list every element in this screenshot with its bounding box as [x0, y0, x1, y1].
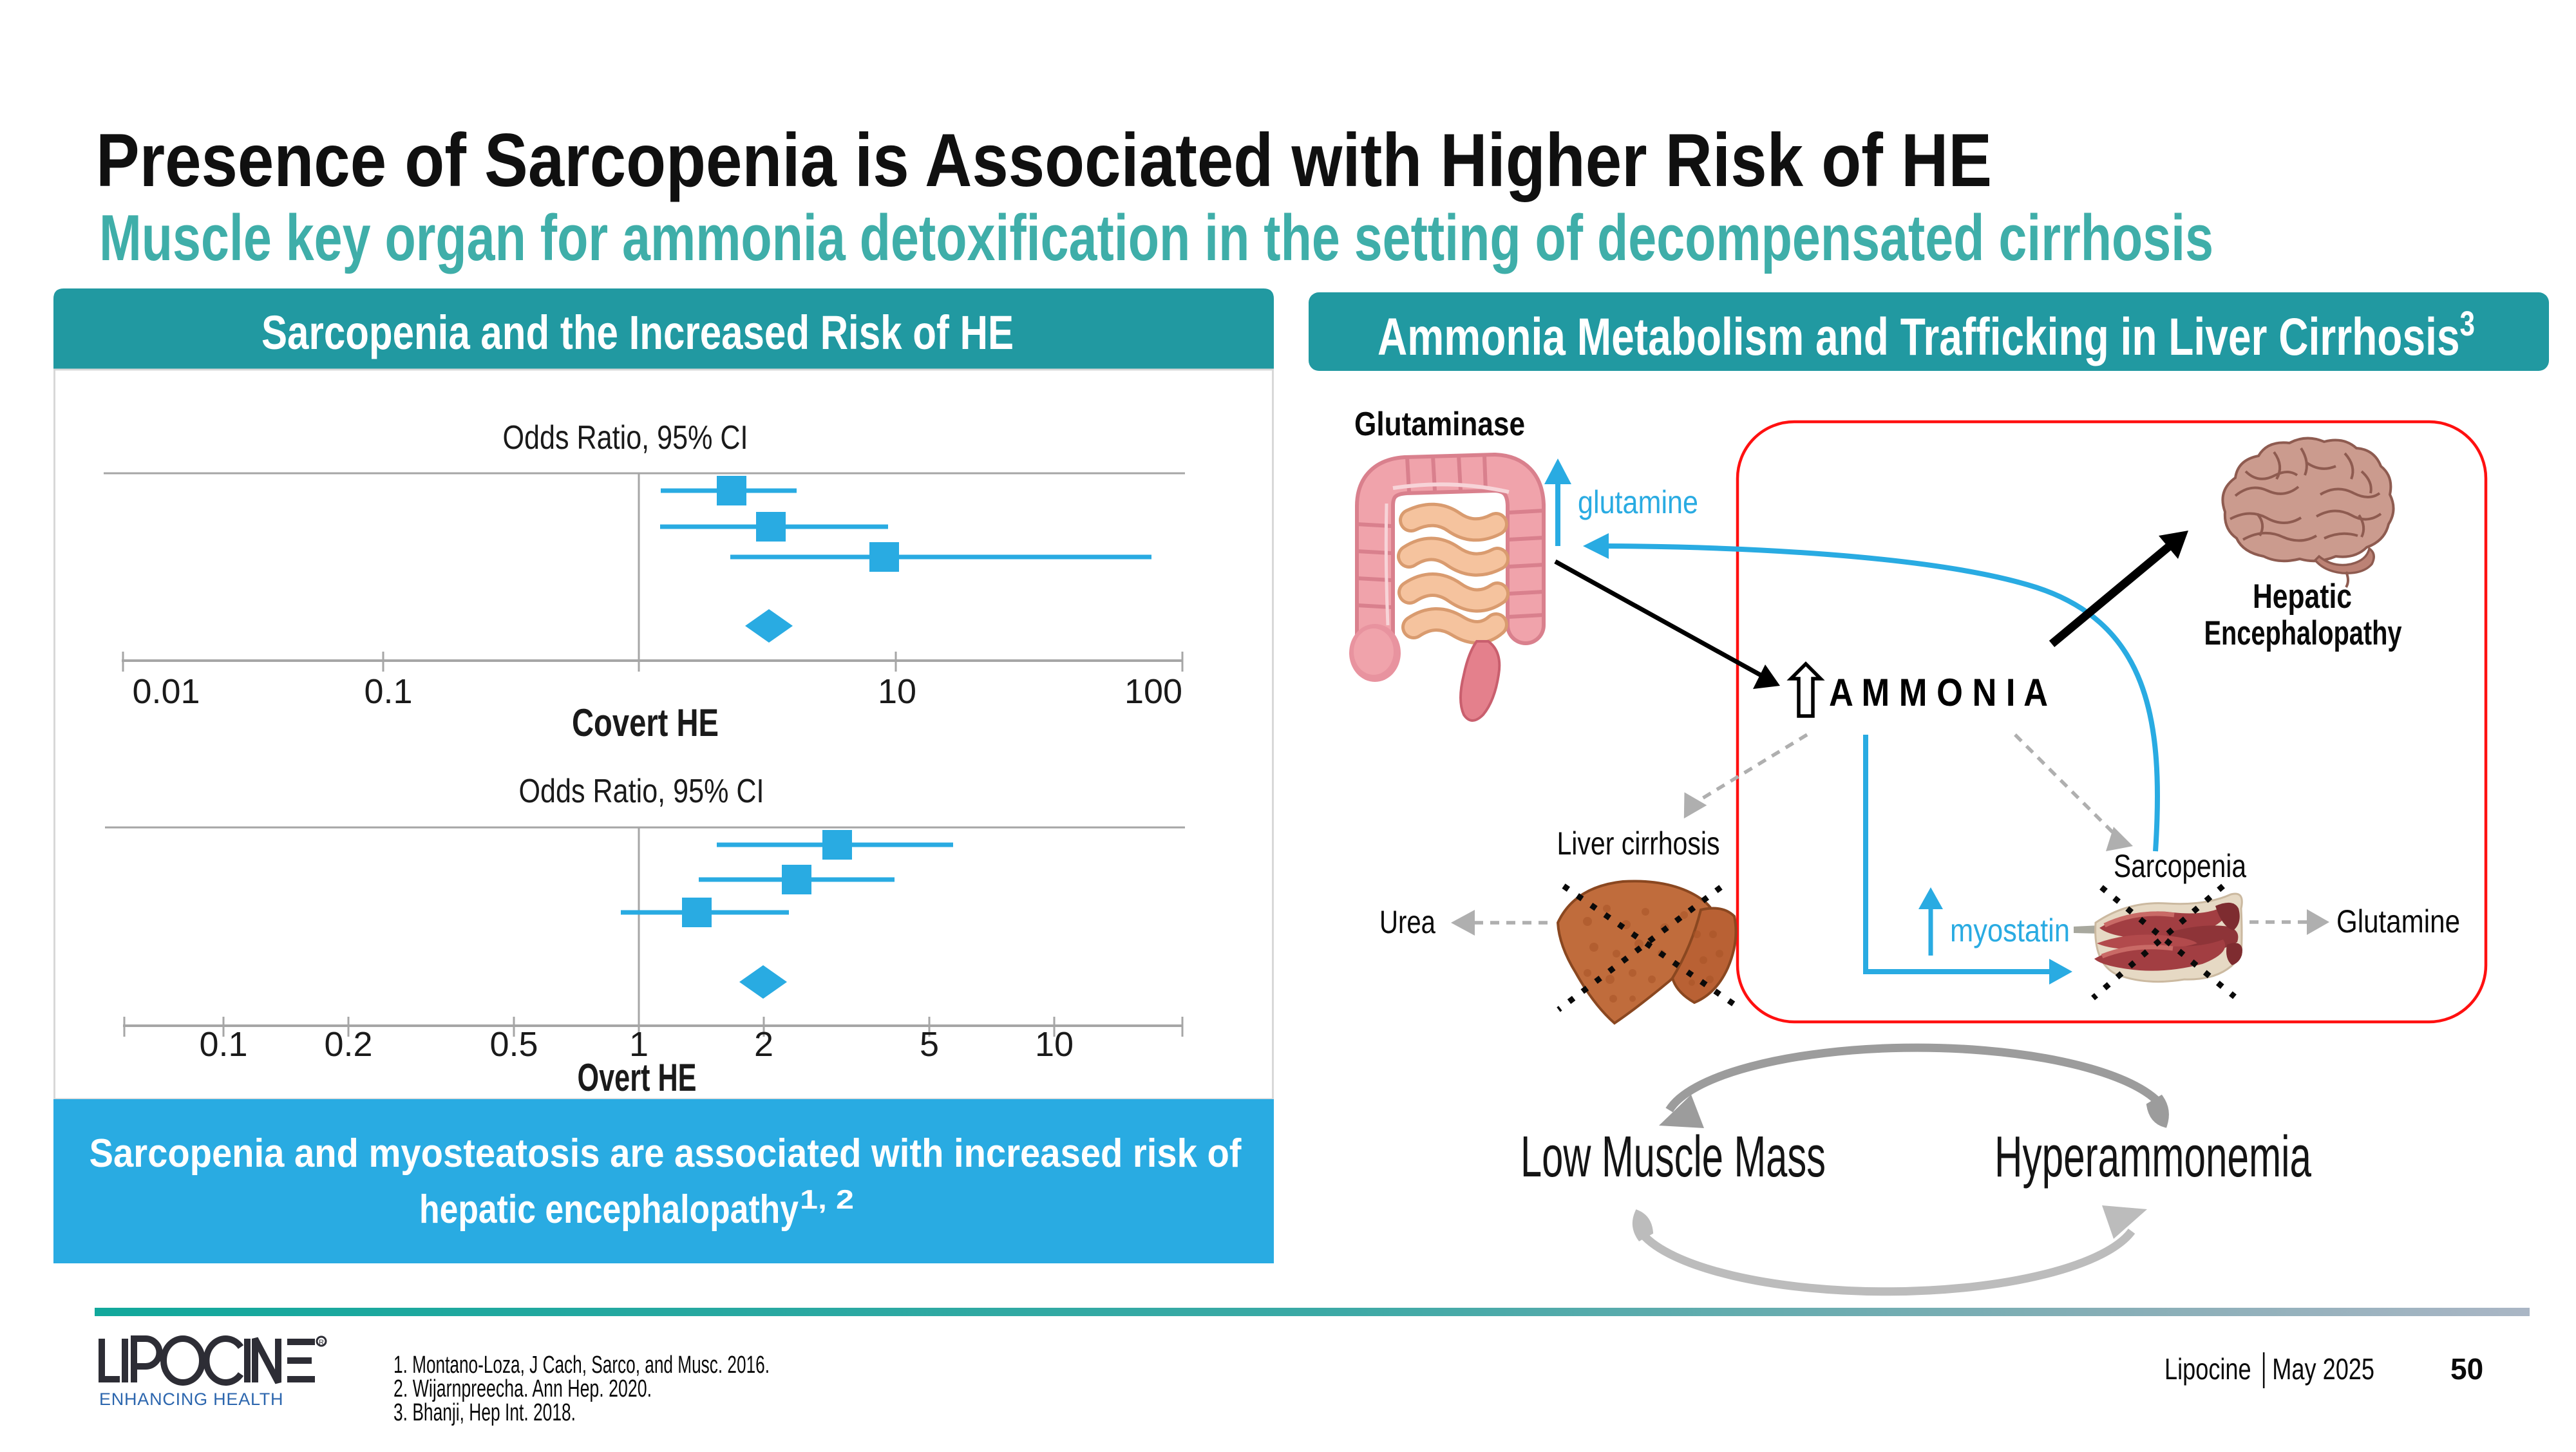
svg-text:Ammonia Metabolism and Traffic: Ammonia Metabolism and Trafficking in Li… — [1378, 305, 2475, 366]
svg-text:Overt HE: Overt HE — [578, 1056, 697, 1099]
svg-text:ENHANCING HEALTH: ENHANCING HEALTH — [99, 1390, 288, 1409]
svg-text:Sarcopenia and the Increased R: Sarcopenia and the Increased Risk of HE — [261, 306, 1014, 359]
svg-text:Glutamine: Glutamine — [2336, 903, 2460, 939]
svg-text:50: 50 — [2450, 1352, 2483, 1386]
svg-text:1, 2: 1, 2 — [800, 1184, 854, 1214]
svg-text:1. Montano-Loza, J Cach, Sarco: 1. Montano-Loza, J Cach, Sarco, and Musc… — [393, 1352, 770, 1379]
svg-text:Presence of Sarcopenia is Asso: Presence of Sarcopenia is Associated wit… — [96, 118, 1992, 202]
svg-text:2. Wijarnpreecha. Ann Hep. 202: 2. Wijarnpreecha. Ann Hep. 2020. — [393, 1375, 652, 1402]
svg-text:10: 10 — [878, 672, 916, 711]
svg-text:Lipocine │May 2025: Lipocine │May 2025 — [2164, 1352, 2374, 1388]
svg-text:glutamine: glutamine — [1578, 484, 1698, 520]
svg-text:2: 2 — [754, 1025, 773, 1064]
svg-text:Liver cirrhosis: Liver cirrhosis — [1557, 825, 1720, 862]
svg-text:Odds Ratio, 95% CI: Odds Ratio, 95% CI — [503, 419, 748, 457]
svg-text:0.1: 0.1 — [199, 1025, 247, 1064]
svg-text:A M M O N I A: A M M O N I A — [1829, 671, 2048, 714]
svg-text:Muscle key organ for ammonia d: Muscle key organ for ammonia detoxificat… — [99, 202, 2213, 274]
svg-text:Urea: Urea — [1379, 904, 1435, 940]
svg-text:0.01: 0.01 — [132, 672, 200, 711]
svg-text:3. Bhanji, Hep Int. 2018.: 3. Bhanji, Hep Int. 2018. — [393, 1399, 576, 1426]
svg-text:Sarcopenia: Sarcopenia — [2114, 848, 2246, 884]
svg-text:hepatic encephalopathy: hepatic encephalopathy — [419, 1187, 799, 1232]
svg-text:0.2: 0.2 — [324, 1025, 372, 1064]
svg-text:Glutaminase: Glutaminase — [1354, 406, 1525, 443]
svg-text:Hepatic: Hepatic — [2253, 578, 2352, 616]
svg-text:Hyperammonemia: Hyperammonemia — [1994, 1125, 2312, 1189]
svg-text:10: 10 — [1035, 1025, 1074, 1064]
svg-text:100: 100 — [1124, 672, 1182, 711]
svg-text:Encephalopathy: Encephalopathy — [2204, 614, 2402, 652]
svg-text:5: 5 — [920, 1025, 939, 1064]
svg-text:Sarcopenia and myosteatosis ar: Sarcopenia and myosteatosis are associat… — [90, 1131, 1242, 1176]
svg-text:0.1: 0.1 — [364, 672, 412, 711]
svg-text:0.5: 0.5 — [489, 1025, 538, 1064]
svg-text:1: 1 — [629, 1025, 649, 1064]
svg-text:Low Muscle Mass: Low Muscle Mass — [1520, 1125, 1826, 1189]
svg-text:Odds Ratio, 95% CI: Odds Ratio, 95% CI — [519, 773, 764, 810]
svg-text:Covert HE: Covert HE — [572, 701, 719, 744]
svg-text:R: R — [319, 1339, 324, 1346]
svg-text:myostatin: myostatin — [1950, 912, 2070, 948]
